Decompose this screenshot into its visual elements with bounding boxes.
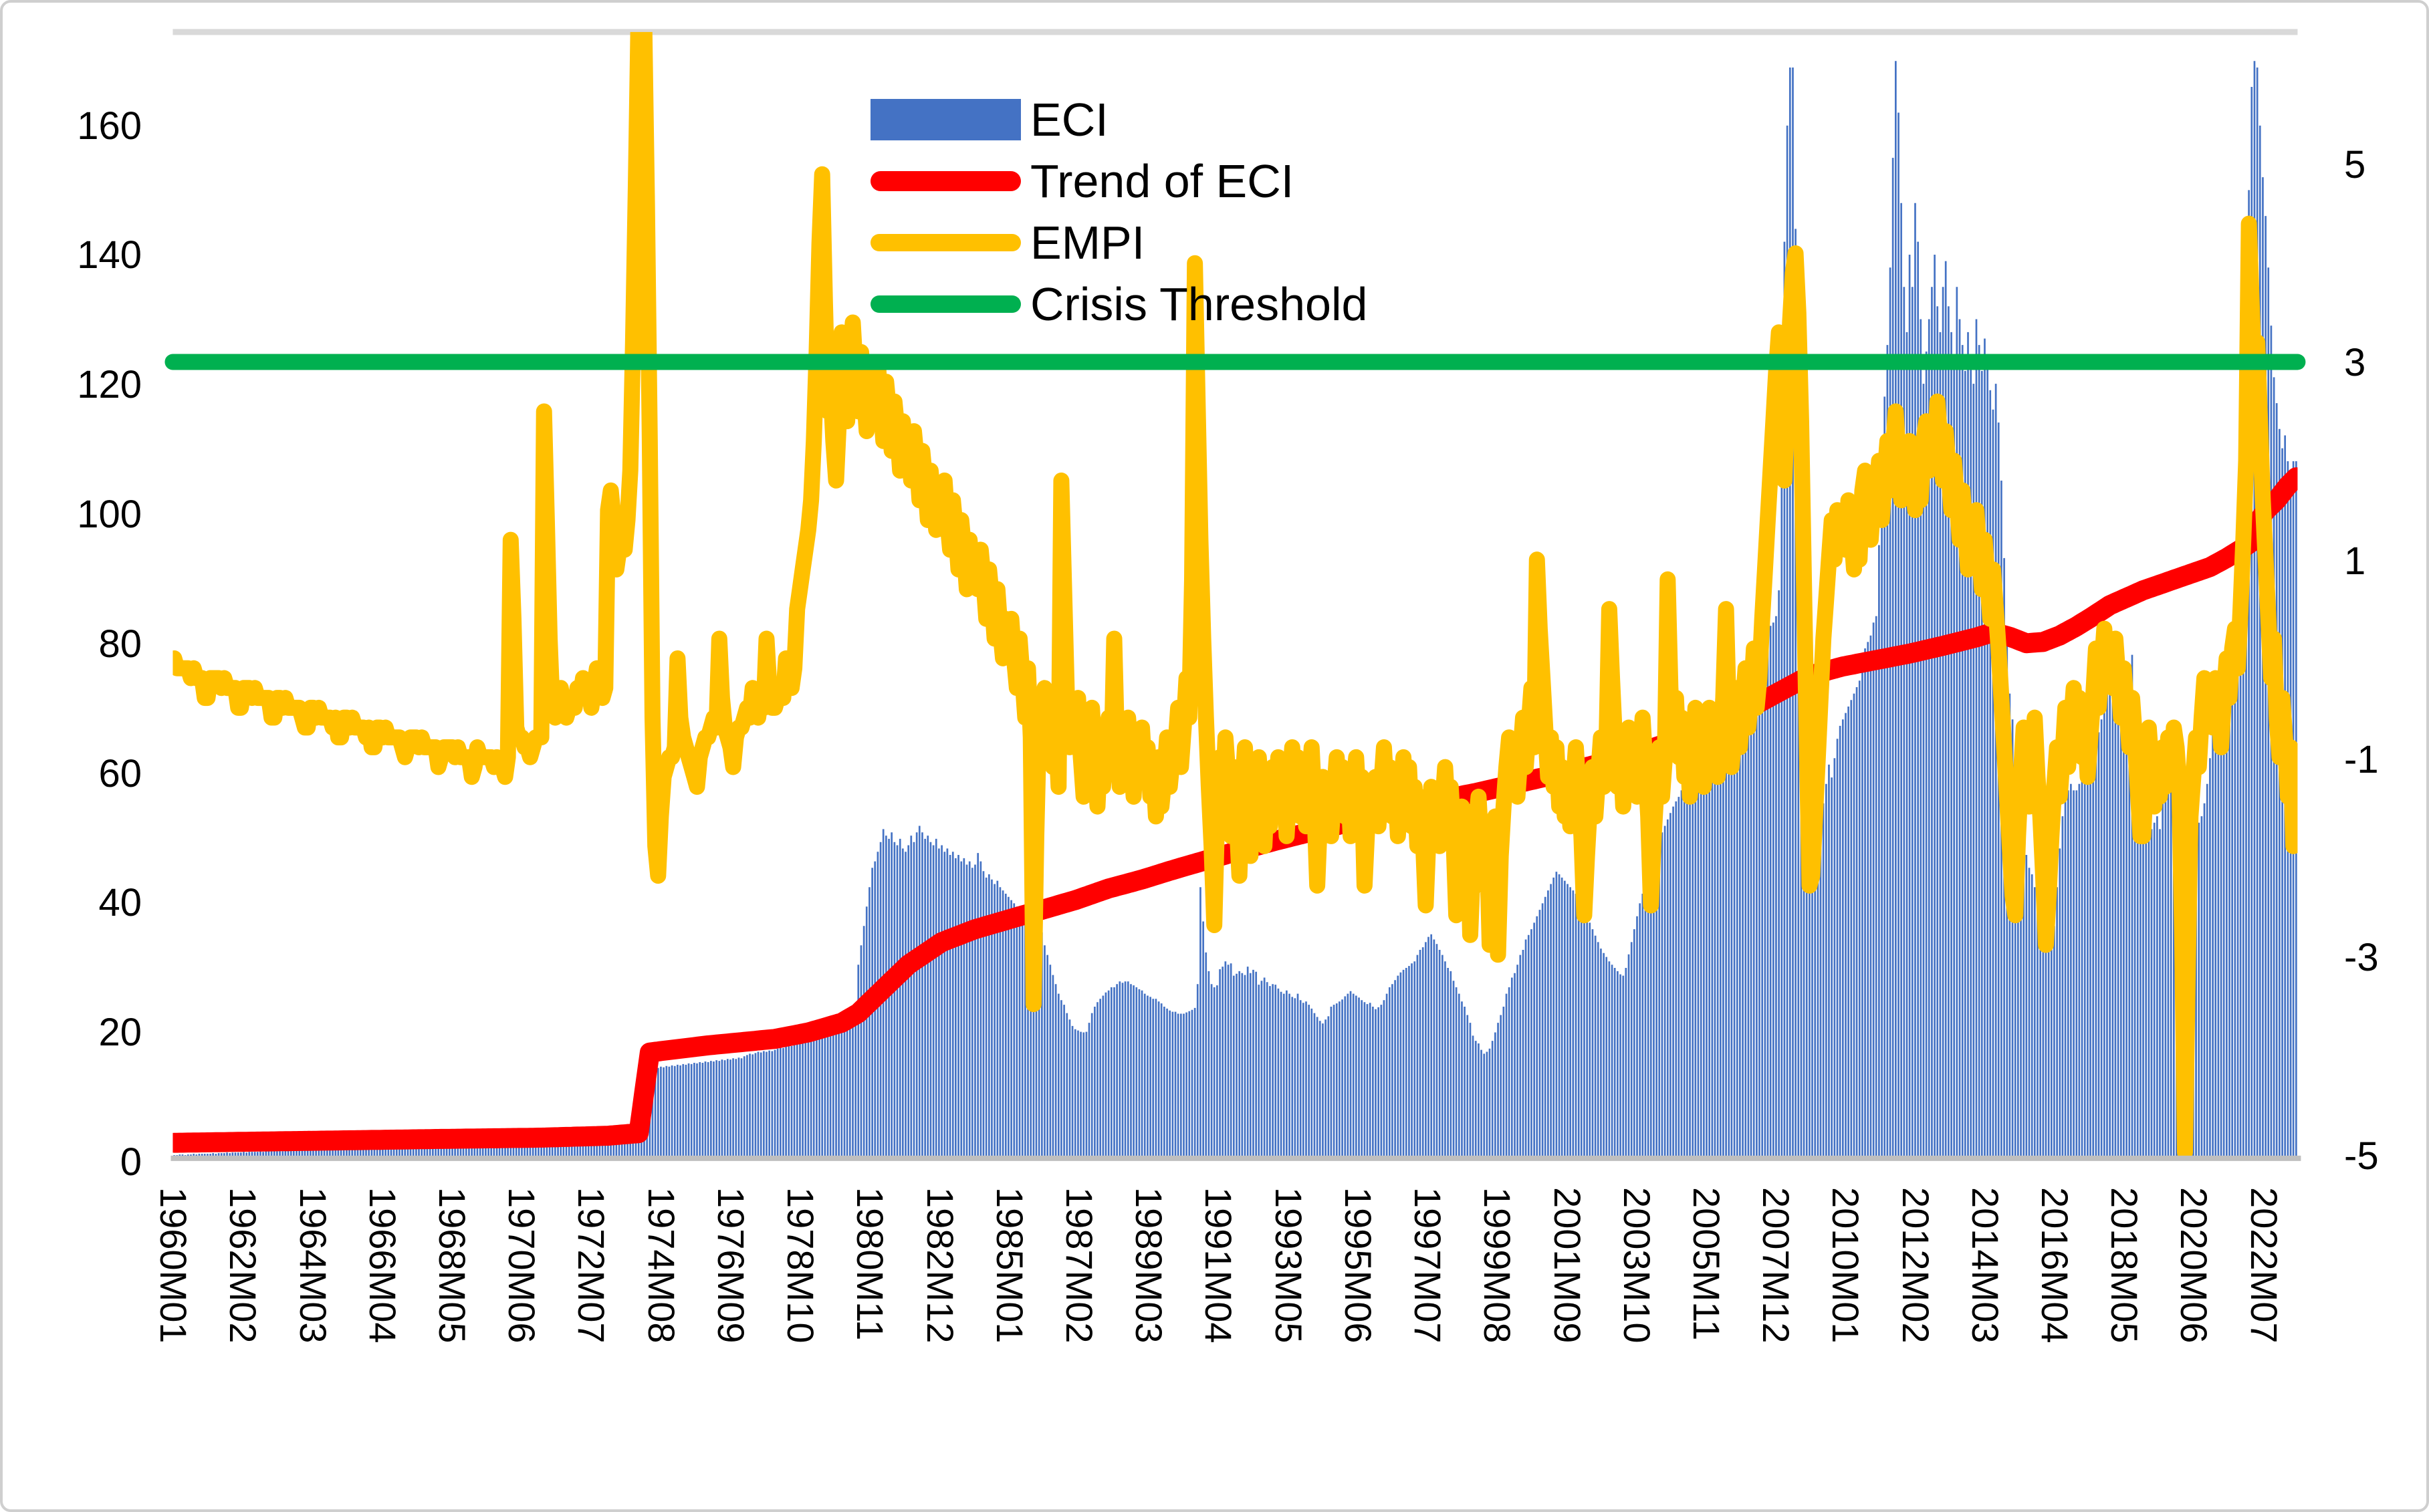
- trend-swatch-icon: [871, 171, 1021, 191]
- x-axis-tick-2010M01: 2010M01: [1825, 1187, 1867, 1344]
- x-axis-tick-1974M08: 1974M08: [640, 1187, 683, 1344]
- left-axis-tick-40: 40: [98, 881, 142, 925]
- x-axis-tick-1978M10: 1978M10: [780, 1187, 822, 1344]
- empi-line-series: [172, 31, 2298, 1160]
- right-axis-tick--3: -3: [2344, 936, 2379, 980]
- eci-swatch-icon: [871, 99, 1021, 140]
- x-axis-tick-1989M03: 1989M03: [1128, 1187, 1171, 1344]
- legend-item-empi: EMPI: [871, 213, 1145, 273]
- left-axis-tick-140: 140: [77, 233, 142, 277]
- x-axis-tick-1993M05: 1993M05: [1267, 1187, 1310, 1344]
- x-axis-tick-1976M09: 1976M09: [709, 1187, 752, 1344]
- left-axis-tick-0: 0: [120, 1140, 142, 1184]
- x-axis-tick-2014M03: 2014M03: [1964, 1187, 2006, 1344]
- left-axis-tick-160: 160: [77, 104, 142, 148]
- right-axis-tick-5: 5: [2344, 142, 2366, 186]
- x-axis-tick-1972M07: 1972M07: [570, 1187, 613, 1344]
- x-axis-tick-1995M06: 1995M06: [1337, 1187, 1379, 1344]
- right-axis-tick-3: 3: [2344, 341, 2366, 385]
- x-axis-tick-2007M12: 2007M12: [1755, 1187, 1798, 1344]
- x-axis-tick-1980M11: 1980M11: [849, 1187, 892, 1341]
- legend-label-trend: Trend of ECI: [1030, 155, 1294, 207]
- x-axis-tick-1966M04: 1966M04: [361, 1187, 404, 1344]
- left-axis-tick-80: 80: [98, 622, 142, 666]
- x-axis-tick-1962M02: 1962M02: [222, 1187, 265, 1344]
- left-axis-tick-100: 100: [77, 492, 142, 536]
- x-axis-tick-2018M05: 2018M05: [2103, 1187, 2146, 1344]
- left-axis-tick-60: 60: [98, 751, 142, 795]
- x-axis-tick-1999M08: 1999M08: [1476, 1187, 1519, 1344]
- legend-label-threshold: Crisis Threshold: [1030, 278, 1368, 330]
- x-axis-tick-1997M07: 1997M07: [1407, 1187, 1450, 1344]
- legend-item-threshold: Crisis Threshold: [871, 274, 1367, 334]
- plot-canvas: [164, 29, 2306, 1161]
- x-axis-tick-1964M03: 1964M03: [292, 1187, 334, 1344]
- legend-item-trend: Trend of ECI: [871, 151, 1294, 211]
- right-axis-tick-1: 1: [2344, 539, 2366, 584]
- x-axis-tick-1987M02: 1987M02: [1058, 1187, 1101, 1344]
- legend-label-empi: EMPI: [1030, 217, 1145, 269]
- left-axis-tick-20: 20: [98, 1011, 142, 1055]
- legend-label-eci: ECI: [1030, 94, 1109, 146]
- x-axis-tick-2016M04: 2016M04: [2034, 1187, 2077, 1344]
- eci-bars-series: [173, 61, 2297, 1158]
- left-axis-tick-120: 120: [77, 363, 142, 407]
- x-axis-tick-2005M11: 2005M11: [1685, 1187, 1728, 1341]
- x-axis-tick-1960M01: 1960M01: [152, 1187, 195, 1344]
- x-axis-tick-2001M09: 2001M09: [1546, 1187, 1589, 1344]
- right-axis-tick--1: -1: [2344, 737, 2379, 781]
- x-axis-tick-1991M04: 1991M04: [1197, 1187, 1240, 1344]
- x-axis-tick-1970M06: 1970M06: [501, 1187, 544, 1344]
- x-axis-tick-2020M06: 2020M06: [2173, 1187, 2216, 1344]
- x-axis-tick-2022M07: 2022M07: [2242, 1187, 2285, 1344]
- threshold-swatch-icon: [871, 295, 1021, 313]
- x-axis-tick-1985M01: 1985M01: [988, 1187, 1031, 1344]
- x-axis-tick-1968M05: 1968M05: [431, 1187, 473, 1344]
- right-axis-tick--5: -5: [2344, 1134, 2379, 1178]
- x-axis-tick-2012M02: 2012M02: [1894, 1187, 1937, 1344]
- legend-item-eci: ECI: [871, 90, 1109, 150]
- x-axis-tick-2003M10: 2003M10: [1615, 1187, 1658, 1344]
- empi-swatch-icon: [871, 234, 1021, 251]
- x-axis-tick-1982M12: 1982M12: [919, 1187, 961, 1344]
